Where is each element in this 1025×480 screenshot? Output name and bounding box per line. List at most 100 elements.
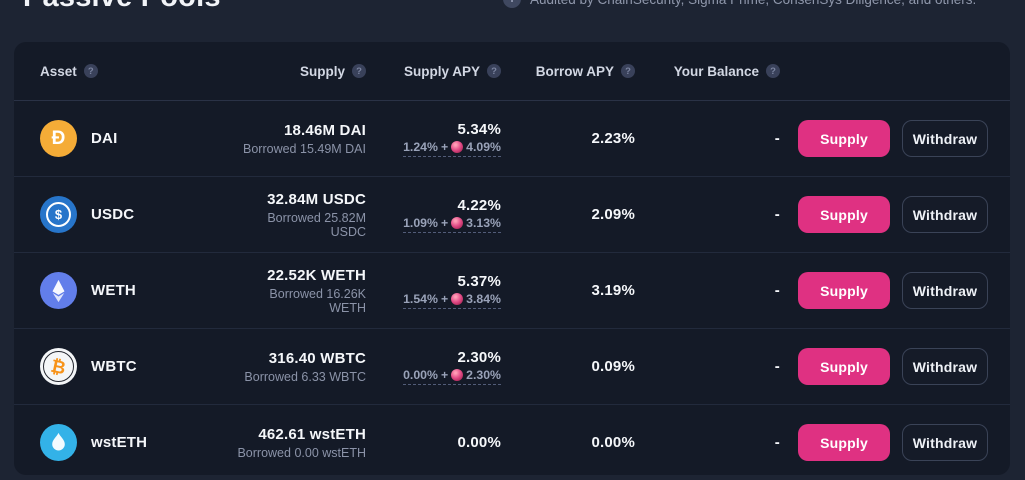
audit-text: Audited by ChainSecurity, Sigma Prime, C… <box>530 0 976 7</box>
withdraw-button[interactable]: Withdraw <box>902 272 988 309</box>
weth-token-icon <box>40 272 77 309</box>
supply-apy-value: 4.22% <box>457 196 501 214</box>
audit-note: Audited by ChainSecurity, Sigma Prime, C… <box>503 0 1018 8</box>
asset-name: DAI <box>91 130 118 147</box>
table-row: WETH 22.52K WETH Borrowed 16.26K WETH 5.… <box>14 253 1010 329</box>
borrowed-amount: Borrowed 15.49M DAI <box>243 141 366 156</box>
borrow-apy-cell: 0.09% <box>501 358 635 375</box>
supply-apy-value: 5.34% <box>457 120 501 138</box>
supply-cell: 316.40 WBTC Borrowed 6.33 WBTC <box>230 350 366 384</box>
balance-cell: - <box>635 206 780 223</box>
plus-sign: + <box>440 215 449 230</box>
asset-cell: ₿ WBTC <box>40 348 230 385</box>
info-icon[interactable] <box>503 0 521 8</box>
asset-cell: Đ DAI <box>40 120 230 157</box>
supply-apy-value: 5.37% <box>457 272 501 290</box>
table-header-row: Asset Supply Supply APY Borrow APY Your … <box>14 42 1010 101</box>
supply-apy-breakdown[interactable]: 1.54% + 3.84% <box>403 292 501 309</box>
actions-cell: Supply Withdraw <box>780 424 988 461</box>
asset-name: WETH <box>91 282 136 299</box>
header-supply-apy: Supply APY <box>366 64 501 79</box>
supply-apy-cell: 4.22% 1.09% + 3.13% <box>366 197 501 233</box>
help-icon[interactable] <box>766 64 780 78</box>
header-borrow-apy: Borrow APY <box>501 64 635 79</box>
actions-cell: Supply Withdraw <box>780 348 988 385</box>
plus-sign: + <box>440 367 449 382</box>
supply-apy-breakdown[interactable]: 1.24% + 4.09% <box>403 140 501 157</box>
morpho-reward-icon <box>451 292 464 305</box>
withdraw-button[interactable]: Withdraw <box>902 196 988 233</box>
apy-reward-value: 3.13% <box>466 215 501 230</box>
table-row: wstETH 462.61 wstETH Borrowed 0.00 wstET… <box>14 405 1010 480</box>
withdraw-button[interactable]: Withdraw <box>902 424 988 461</box>
actions-cell: Supply Withdraw <box>780 120 988 157</box>
supply-button[interactable]: Supply <box>798 424 890 461</box>
balance-value: - <box>774 206 780 223</box>
borrow-apy-value: 0.09% <box>591 358 635 375</box>
balance-cell: - <box>635 434 780 451</box>
withdraw-button[interactable]: Withdraw <box>902 120 988 157</box>
header-asset-label: Asset <box>40 63 77 79</box>
help-icon[interactable] <box>621 64 635 78</box>
table-row: ₿ WBTC 316.40 WBTC Borrowed 6.33 WBTC 2.… <box>14 329 1010 405</box>
supply-apy-cell: 0.00% + <box>366 434 501 451</box>
supply-button[interactable]: Supply <box>798 196 890 233</box>
supply-button[interactable]: Supply <box>798 120 890 157</box>
balance-value: - <box>774 434 780 451</box>
supply-amount: 18.46M DAI <box>283 121 366 139</box>
help-icon[interactable] <box>487 64 501 78</box>
supply-button[interactable]: Supply <box>798 348 890 385</box>
page-title: Passive Pools <box>23 0 221 14</box>
borrowed-amount: Borrowed 6.33 WBTC <box>244 369 366 384</box>
supply-apy-value: 0.00% <box>457 434 501 451</box>
apy-base-value: 1.54% <box>403 291 438 306</box>
balance-value: - <box>774 358 780 375</box>
supply-cell: 22.52K WETH Borrowed 16.26K WETH <box>230 267 366 315</box>
header-supply-apy-label: Supply APY <box>403 63 480 79</box>
supply-amount: 32.84M USDC <box>267 190 366 208</box>
header-borrow-apy-label: Borrow APY <box>535 63 614 79</box>
supply-cell: 32.84M USDC Borrowed 25.82M USDC <box>230 191 366 239</box>
withdraw-button[interactable]: Withdraw <box>902 348 988 385</box>
table-body: Đ DAI 18.46M DAI Borrowed 15.49M DAI 5.3… <box>14 101 1010 480</box>
morpho-reward-icon <box>451 140 464 153</box>
wsteth-token-icon <box>40 424 77 461</box>
balance-cell: - <box>635 282 780 299</box>
asset-cell: $ USDC <box>40 196 230 233</box>
balance-value: - <box>774 130 780 147</box>
supply-apy-cell: 2.30% 0.00% + 2.30% <box>366 349 501 385</box>
supply-apy-cell: 5.34% 1.24% + 4.09% <box>366 121 501 157</box>
apy-reward-value: 4.09% <box>466 139 501 154</box>
supply-amount: 316.40 WBTC <box>268 349 366 367</box>
plus-sign: + <box>440 291 449 306</box>
help-icon[interactable] <box>83 64 98 78</box>
usdc-token-icon: $ <box>40 196 77 233</box>
asset-name: WBTC <box>91 358 137 375</box>
asset-cell: WETH <box>40 272 230 309</box>
table-row: $ USDC 32.84M USDC Borrowed 25.82M USDC … <box>14 177 1010 253</box>
apy-reward-value: 2.30% <box>466 367 501 382</box>
supply-amount: 22.52K WETH <box>267 266 366 284</box>
supply-cell: 18.46M DAI Borrowed 15.49M DAI <box>230 122 366 156</box>
pools-table-card: Asset Supply Supply APY Borrow APY Your … <box>14 42 1010 475</box>
balance-cell: - <box>635 358 780 375</box>
table-row: Đ DAI 18.46M DAI Borrowed 15.49M DAI 5.3… <box>14 101 1010 177</box>
header-supply: Supply <box>230 64 366 79</box>
header-asset: Asset <box>40 64 230 79</box>
help-icon[interactable] <box>352 64 366 78</box>
apy-base-value: 0.00% <box>403 367 438 382</box>
actions-cell: Supply Withdraw <box>780 272 988 309</box>
supply-apy-breakdown[interactable]: 0.00% + 2.30% <box>403 368 501 385</box>
borrowed-amount: Borrowed 25.82M USDC <box>267 210 366 239</box>
borrow-apy-value: 2.09% <box>591 206 635 223</box>
supply-button[interactable]: Supply <box>798 272 890 309</box>
balance-cell: - <box>635 130 780 147</box>
borrow-apy-cell: 2.23% <box>501 130 635 147</box>
borrow-apy-value: 3.19% <box>591 282 635 299</box>
borrow-apy-cell: 0.00% <box>501 434 635 451</box>
supply-apy-breakdown[interactable]: 1.09% + 3.13% <box>403 216 501 233</box>
borrow-apy-cell: 2.09% <box>501 206 635 223</box>
morpho-reward-icon <box>451 368 464 381</box>
supply-apy-value: 2.30% <box>457 348 501 366</box>
apy-base-value: 1.24% <box>403 139 438 154</box>
